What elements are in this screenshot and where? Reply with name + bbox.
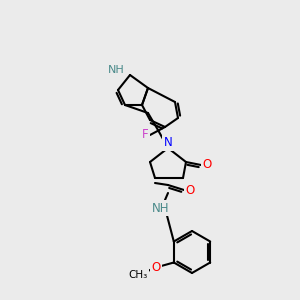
Text: N: N xyxy=(164,136,172,149)
Text: O: O xyxy=(202,158,211,172)
Text: O: O xyxy=(185,184,195,196)
Text: F: F xyxy=(142,128,148,142)
Text: NH: NH xyxy=(152,202,170,214)
Text: O: O xyxy=(151,261,160,274)
Text: CH₃: CH₃ xyxy=(128,271,147,281)
Text: NH: NH xyxy=(108,65,125,75)
